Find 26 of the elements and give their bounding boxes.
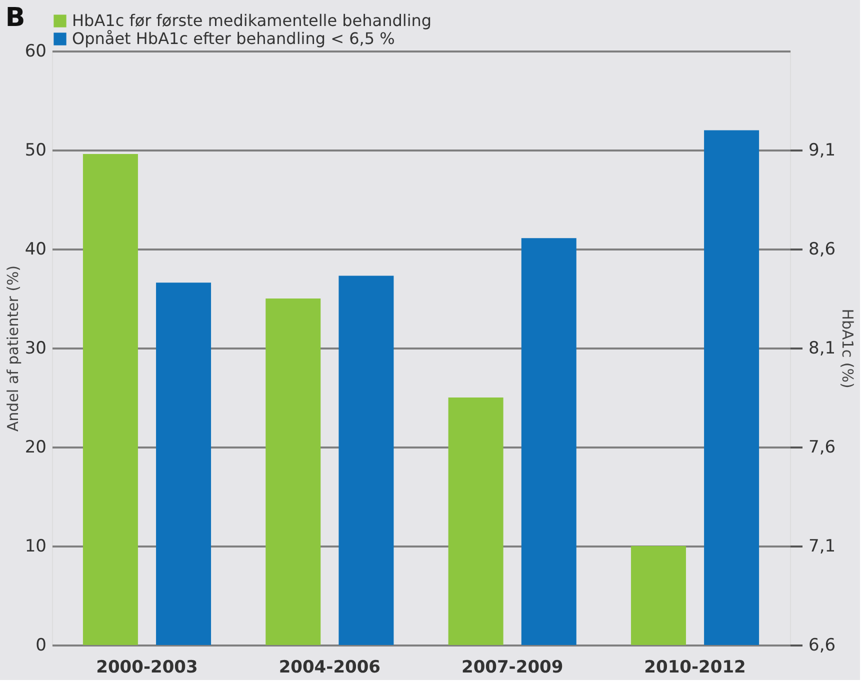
legend-label: HbA1c før første medikamentelle behandling [72,11,432,30]
y-tick-label: 40 [24,240,46,260]
legend-label: Opnået HbA1c efter behandling < 6,5 % [72,29,395,48]
chart-title: B [5,3,26,33]
x-tick-label: 2000-2003 [96,658,198,678]
bar [156,282,212,645]
x-tick-label: 2010-2012 [644,658,746,678]
x-tick-label: 2007-2009 [461,658,564,678]
y2-tick-label: 8,1 [808,338,836,358]
y-axis-title: Andel af patienter (%) [4,265,22,432]
y-tick-label: 20 [24,438,46,458]
y-tick-label: 60 [24,42,46,62]
bar [704,130,760,645]
y-tick-label: 30 [24,338,46,358]
x-tick-label: 2004-2006 [278,658,381,678]
y-tick-label: 10 [24,536,46,556]
y2-tick-label: 7,1 [808,536,836,556]
y2-tick-label: 7,6 [808,438,836,458]
y2-tick-label: 6,6 [808,636,836,656]
y2-tick-label: 8,6 [808,240,836,260]
bar [338,276,394,645]
y2-tick-label: 9,1 [808,140,836,160]
bar [521,238,576,645]
y-tick-label: 50 [24,140,46,160]
y2-axis-title: HbA1c (%) [838,308,857,388]
y-tick-label: 0 [36,636,46,656]
